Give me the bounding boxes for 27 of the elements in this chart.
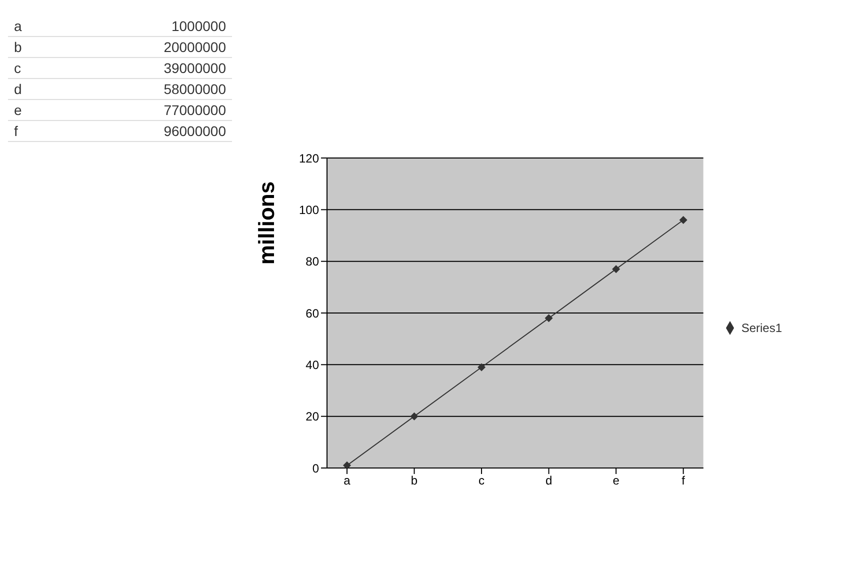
category-label: e: [14, 102, 22, 118]
y-tick-label: 120: [298, 151, 320, 166]
text: 1000000: [120, 16, 232, 36]
x-tick-label: b: [410, 474, 418, 488]
y-tick-label: 80: [306, 254, 320, 269]
y-tick-label: 20: [306, 410, 320, 424]
category-label: d: [14, 81, 22, 97]
category-label: c: [14, 60, 21, 76]
category-label: b: [14, 39, 22, 55]
category-label: a: [14, 18, 22, 34]
y-tick-label: 40: [306, 358, 320, 372]
x-tick-label: f: [682, 474, 686, 488]
y-tick-label: 100: [298, 202, 320, 217]
text: 39000000: [120, 58, 232, 78]
y-tick-label: 0: [312, 461, 320, 476]
text: 77000000: [120, 100, 232, 120]
x-tick-label: d: [545, 474, 552, 488]
x-tick-label: e: [612, 474, 620, 488]
text: 96000000: [120, 120, 232, 142]
y-axis-title: millions: [254, 181, 280, 265]
y-tick-label: 60: [306, 306, 320, 320]
category-label: f: [14, 123, 18, 139]
legend-label: Series1: [741, 320, 782, 335]
text: 58000000: [120, 78, 232, 100]
x-tick-label: c: [478, 474, 485, 488]
text: 20000000: [120, 36, 232, 58]
x-tick-label: a: [344, 474, 351, 488]
